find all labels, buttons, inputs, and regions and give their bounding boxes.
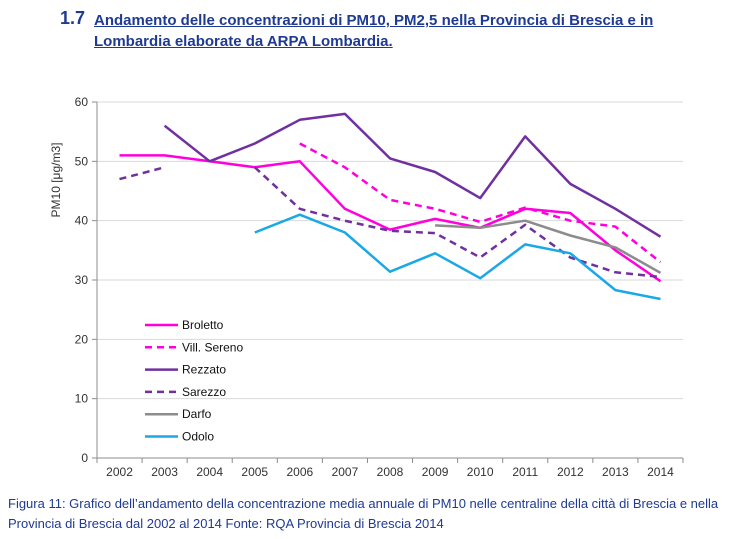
- y-tick-label: 30: [75, 273, 89, 287]
- chart-legend: Broletto Vill. Sereno Rezzato Sarezzo Darfo O…: [145, 318, 243, 444]
- y-axis-label: PM10 [μg/m3]: [49, 143, 63, 218]
- chart-gridlines: [97, 101, 683, 400]
- x-tick-label: 2004: [196, 465, 223, 479]
- series-line-rezzato: [163, 112, 662, 238]
- x-tick-label: 2010: [467, 465, 494, 479]
- series-line-darfo: [435, 219, 662, 274]
- y-tick-label: 60: [75, 95, 89, 109]
- x-tick-label: 2014: [647, 465, 674, 479]
- series-line-sarezzo: [119, 166, 165, 181]
- section-number: 1.7: [60, 8, 86, 28]
- y-tick-label: 10: [75, 392, 89, 406]
- x-tick-label: 2003: [151, 465, 178, 479]
- chart-axes: [96, 102, 683, 459]
- y-tick-label: 20: [75, 332, 89, 346]
- y-tick-label: 0: [81, 451, 88, 465]
- x-tick-label: 2005: [241, 465, 268, 479]
- x-tick-label: 2006: [286, 465, 313, 479]
- y-tick-label: 50: [75, 154, 89, 168]
- x-axis-ticks: 2002 2003 2004 2005 2006 2007 2008 2009 2010 2011…: [96, 458, 684, 479]
- legend-label: Odolo: [182, 430, 214, 444]
- series-line-vill-sereno: [299, 142, 662, 264]
- x-tick-label: 2012: [557, 465, 584, 479]
- y-axis-ticks: 0 10 20 30 40 50 60: [75, 95, 97, 465]
- series-line-odolo: [254, 213, 661, 301]
- x-tick-label: 2008: [377, 465, 404, 479]
- x-tick-label: 2011: [512, 465, 538, 479]
- chart-series-lines: [119, 112, 662, 301]
- legend-label: Broletto: [182, 318, 224, 332]
- x-tick-label: 2007: [332, 465, 359, 479]
- legend-label: Vill. Sereno: [182, 340, 243, 354]
- x-tick-label: 2002: [106, 465, 133, 479]
- figure-caption: Figura 11: Grafico dell’andamento della …: [8, 496, 719, 531]
- section-title: Andamento delle concentrazioni di PM10, …: [94, 12, 654, 50]
- legend-label: Rezzato: [182, 363, 226, 377]
- x-tick-label: 2013: [602, 465, 629, 479]
- legend-label: Darfo: [182, 407, 212, 421]
- series-line-sarezzo: [253, 166, 661, 279]
- legend-label: Sarezzo: [182, 385, 226, 399]
- series-line-broletto: [119, 154, 662, 283]
- x-tick-label: 2009: [422, 465, 449, 479]
- y-tick-label: 40: [75, 214, 89, 228]
